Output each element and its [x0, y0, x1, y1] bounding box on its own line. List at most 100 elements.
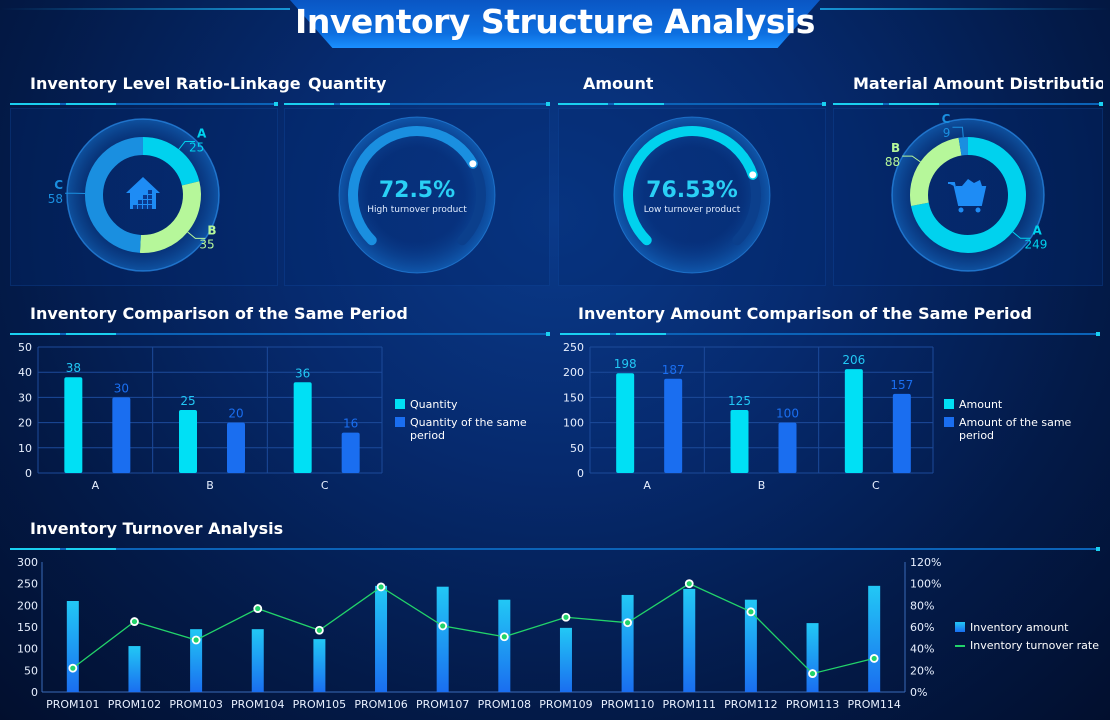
x-tick-label: B — [758, 479, 766, 492]
x-tick-label: PROM113 — [786, 698, 839, 711]
turnover-point-PROM110 — [623, 618, 633, 628]
bar-PROM109 — [559, 627, 572, 692]
legend-swatch — [395, 417, 405, 427]
warehouse-icon-cell — [138, 205, 142, 209]
leader-line — [187, 231, 206, 239]
bar-PROM111 — [683, 588, 696, 692]
y2-tick-label: 40% — [910, 643, 934, 656]
data-label: 187 — [662, 363, 685, 377]
cart-wheel — [975, 207, 981, 213]
bar-C-current — [293, 382, 312, 473]
legend-item-quantity[interactable]: Quantity — [395, 398, 458, 411]
heading-amt-compare: Inventory Amount Comparison of the Same … — [578, 304, 1032, 323]
y2-tick-label: 120% — [910, 556, 941, 569]
x-tick-label: C — [321, 479, 329, 492]
bar-B-same-period — [227, 422, 245, 473]
slice-label: A — [1032, 223, 1042, 237]
turnover-point-PROM111 — [684, 579, 694, 589]
legend-item-quantity-same-period[interactable]: Quantity of the same period — [395, 416, 545, 442]
divider — [10, 332, 550, 336]
y-tick-label: 20 — [18, 417, 32, 430]
x-tick-label: PROM109 — [539, 698, 592, 711]
data-label: 125 — [728, 394, 751, 408]
bar-B-current — [179, 410, 197, 473]
y-tick-label: 250 — [17, 578, 38, 591]
divider — [10, 102, 278, 106]
leader-line — [1012, 231, 1031, 239]
legend-item-inventory-amount[interactable]: Inventory amount — [955, 621, 1068, 634]
y2-tick-label: 80% — [910, 599, 934, 612]
legend-item-amount[interactable]: Amount — [944, 398, 1002, 411]
slice-value: 35 — [199, 237, 214, 251]
bar-A-same-period — [664, 378, 683, 473]
heading-level-ratio: Inventory Level Ratio-Linkage — [30, 74, 301, 93]
heading-material: Material Amount Distribution-I — [853, 74, 1103, 93]
bar-C-same-period — [892, 393, 911, 473]
quantity-gauge-glow — [338, 116, 496, 274]
data-label: 20 — [228, 407, 243, 421]
y-tick-label: 30 — [18, 391, 32, 404]
turnover-point-PROM103 — [191, 635, 201, 645]
heading-amount: Amount — [583, 74, 654, 93]
turnover-point-PROM108 — [499, 632, 509, 642]
warehouse-icon-cell — [148, 200, 152, 204]
x-tick-label: PROM110 — [601, 698, 654, 711]
y-tick-label: 50 — [18, 341, 32, 354]
leader-line — [902, 155, 921, 163]
slice-value: 249 — [1024, 237, 1047, 251]
y-tick-label: 0 — [31, 686, 38, 699]
divider — [10, 547, 1100, 551]
y-tick-label: 50 — [24, 664, 38, 677]
warehouse-icon-cell — [143, 200, 147, 204]
leader-line — [952, 126, 964, 138]
data-label: 16 — [343, 417, 358, 431]
warehouse-icon-cell — [143, 205, 147, 209]
legend-item-amount-same-period[interactable]: Amount of the same period — [944, 416, 1084, 442]
shopping-cart-icon — [948, 182, 987, 206]
x-tick-label: A — [643, 479, 651, 492]
divider — [558, 102, 826, 106]
divider — [284, 102, 550, 106]
data-label: 157 — [890, 378, 913, 392]
data-label: 30 — [114, 381, 129, 395]
y-tick-label: 250 — [563, 341, 584, 354]
page-title: Inventory Structure Analysis — [295, 2, 815, 41]
warehouse-icon-cell — [148, 205, 152, 209]
slice-label: A — [197, 127, 207, 141]
x-tick-label: PROM114 — [847, 698, 900, 711]
cart-contents — [962, 179, 982, 186]
y-tick-label: 150 — [17, 621, 38, 634]
amount-gauge-percent: 76.53% — [646, 178, 738, 203]
legend-item-turnover-rate[interactable]: Inventory turnover rate — [955, 639, 1099, 652]
amount-gauge-caption: Low turnover product — [644, 205, 741, 215]
slice-label: C — [942, 112, 951, 126]
bar-PROM102 — [128, 646, 141, 692]
bar-C-same-period — [341, 432, 360, 473]
warehouse-icon-cell — [148, 190, 152, 194]
bar-C-current — [844, 369, 863, 473]
bar-PROM112 — [744, 599, 757, 692]
y-tick-label: 0 — [577, 467, 584, 480]
donut-slice-C — [85, 137, 144, 253]
divider — [833, 102, 1103, 106]
y-tick-label: 200 — [17, 599, 38, 612]
data-label: 100 — [776, 407, 799, 421]
slice-value: 25 — [189, 141, 204, 155]
donut-slice-A — [142, 137, 200, 186]
y2-tick-label: 20% — [910, 664, 934, 677]
donut-slice-A — [911, 137, 1026, 253]
turnover-point-PROM106 — [376, 582, 386, 592]
x-tick-label: PROM107 — [416, 698, 469, 711]
y-tick-label: 300 — [17, 556, 38, 569]
data-label: 25 — [180, 394, 195, 408]
banner-line-right — [820, 8, 1110, 10]
turnover-point-PROM107 — [438, 621, 448, 631]
bar-PROM108 — [498, 599, 511, 692]
bar-PROM104 — [251, 629, 264, 692]
divider — [560, 332, 1100, 336]
turnover-point-PROM101 — [68, 663, 78, 673]
bar-PROM101 — [66, 601, 79, 692]
quantity-gauge-progress-arc — [348, 126, 478, 246]
y-tick-label: 10 — [18, 442, 32, 455]
slice-value: 9 — [943, 126, 951, 140]
